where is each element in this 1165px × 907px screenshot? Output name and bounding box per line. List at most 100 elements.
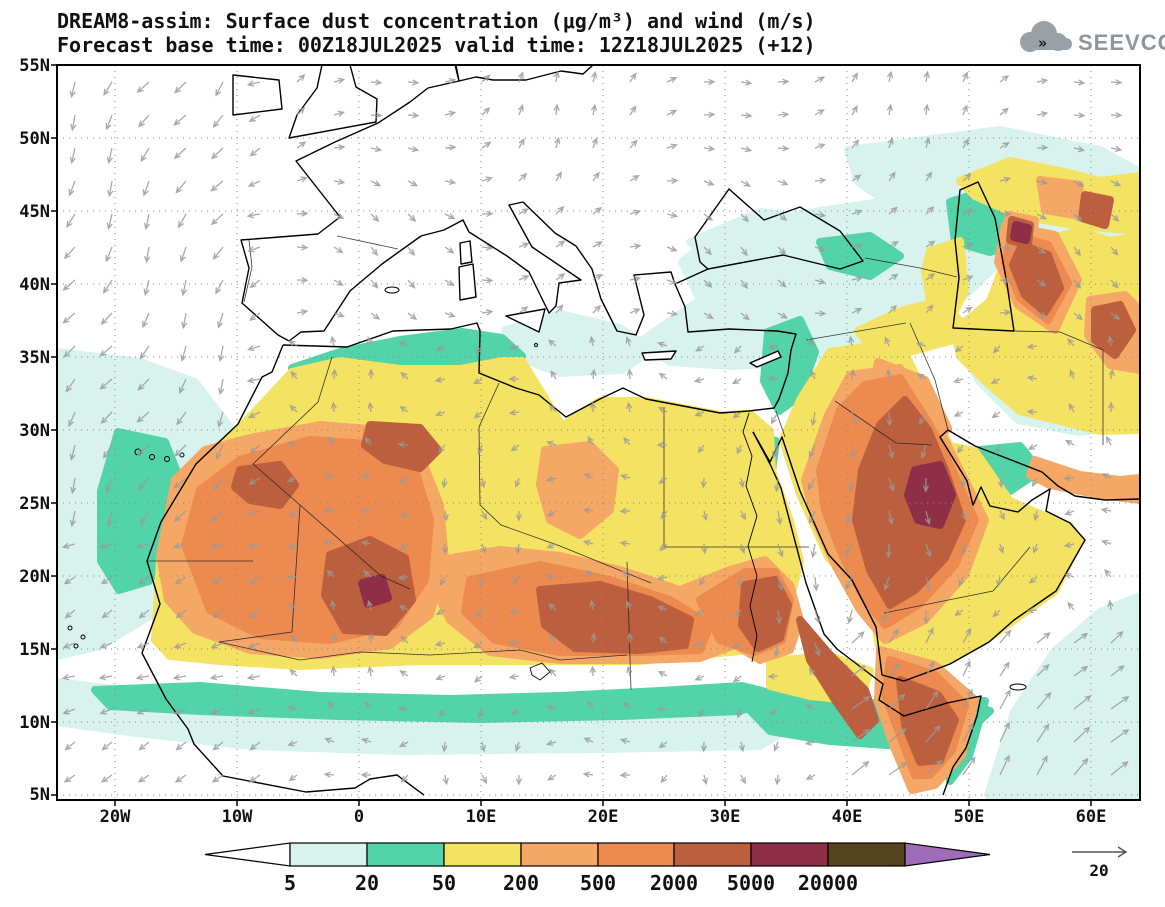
wind-arrow-field: [61, 70, 1130, 786]
dust-core: [231, 461, 299, 509]
colorbar-labels: 5 20 50 200 500 2000 5000 20000: [284, 871, 858, 895]
border-line: [626, 561, 632, 691]
island-sardinia: [458, 263, 477, 301]
dust-maximum: [358, 574, 392, 608]
lon-label: 10W: [222, 807, 253, 827]
logo-text: SEEVCCC: [1078, 30, 1165, 55]
border-line: [864, 257, 958, 278]
border-line: [218, 504, 301, 643]
border-line: [1013, 330, 1104, 351]
colorbar-swatch: [289, 842, 368, 867]
island-malta: [534, 343, 538, 347]
colorbar-swatch: [750, 842, 829, 867]
island-balearics: [384, 286, 400, 294]
lon-label: 50E: [954, 807, 985, 827]
border-line: [478, 382, 652, 584]
border-line: [805, 322, 907, 341]
coastline-red-sea-west-horn: [752, 431, 982, 796]
colorbar-label: 500: [580, 871, 616, 895]
coastline-red-sea-east: [752, 431, 883, 676]
graticule: [57, 65, 1140, 800]
coastline-britain: [288, 65, 378, 139]
lake-chad: [529, 662, 551, 681]
dust-core-caspian: [1009, 241, 1064, 316]
rivers: [529, 412, 758, 681]
lat-label: 25N: [19, 494, 50, 514]
border-line: [909, 322, 949, 431]
map-frame: [56, 64, 1141, 801]
colorbar-swatch: [443, 842, 522, 867]
cloud-icon: »: [1020, 21, 1072, 52]
chart-title-line1: DREAM8-assim: Surface dust concentration…: [57, 9, 816, 33]
axis-ticks: [51, 64, 1092, 806]
lat-label: 10N: [19, 713, 50, 733]
map-area: [57, 65, 1140, 800]
lon-label: 0: [354, 807, 364, 827]
island-crete: [641, 350, 677, 361]
colorbar-label: 5000: [727, 871, 775, 895]
coastline-iberia-nw-europe: [240, 65, 460, 342]
lat-label: 5N: [30, 785, 50, 805]
colorbar-label: 20: [355, 871, 379, 895]
country-borders: [147, 235, 1104, 691]
dust-core: [361, 421, 442, 472]
coastline-caspian-sea: [952, 181, 1015, 332]
lat-label: 20N: [19, 567, 50, 587]
border-line: [775, 410, 786, 438]
colorbar-label: 5: [284, 871, 296, 895]
wind-vectors: [61, 70, 1130, 786]
island-cyprus: [749, 350, 782, 368]
coastline-baltic: [454, 65, 594, 82]
island-socotra: [1009, 683, 1027, 691]
wind-reference-arrow: [1072, 846, 1128, 858]
dust-region: [1026, 456, 1140, 504]
wind-reference: 20: [1072, 846, 1128, 880]
colorbar-label: 2000: [650, 871, 698, 895]
border-line: [834, 400, 933, 446]
colorbar-swatch: [827, 842, 906, 867]
lat-label: 30N: [19, 421, 50, 441]
dust-core: [1091, 301, 1136, 359]
dust-region: [91, 682, 786, 723]
lon-label: 40E: [832, 807, 863, 827]
dust-core: [738, 576, 792, 652]
lat-axis: 55N 50N 45N 40N 35N 30N 25N 20N 15N 10N …: [19, 56, 50, 805]
border-line: [883, 546, 1031, 614]
lat-label: 45N: [19, 202, 50, 222]
coastline-north-africa-levant: [282, 268, 797, 418]
lon-label: 20W: [100, 807, 131, 827]
border-line: [336, 235, 399, 250]
lon-label: 60E: [1076, 807, 1107, 827]
lon-label: 10E: [466, 807, 497, 827]
colorbar: [204, 842, 991, 867]
nile-river: [742, 412, 758, 663]
dust-region: [984, 592, 1140, 799]
lon-label: 30E: [710, 807, 741, 827]
coastline-arabia-gulf: [881, 429, 1140, 682]
colorbar-label: 20000: [798, 871, 858, 895]
dust-maximum: [1010, 221, 1032, 244]
coastlines: [67, 65, 1140, 796]
dust-core-chad: [536, 581, 694, 654]
dust-core: [1078, 191, 1114, 229]
wind-reference-value: 20: [1089, 861, 1108, 880]
seevccc-logo: » SEEVCCC: [1020, 21, 1165, 55]
lat-label: 50N: [19, 129, 50, 149]
colorbar-over-arrow: [904, 842, 991, 867]
colorbar-swatch: [520, 842, 599, 867]
cloud-arrow-glyph: »: [1038, 34, 1047, 52]
lon-label: 20E: [588, 807, 619, 827]
islands-cape-verde: [67, 625, 86, 649]
coastline-black-sea: [694, 188, 864, 270]
colorbar-swatch: [673, 842, 752, 867]
lon-axis: 20W 10W 0 10E 20E 30E 40E 50E 60E: [100, 807, 1107, 827]
lat-label: 35N: [19, 348, 50, 368]
dust-maximum-arabia: [904, 461, 956, 529]
coastline-ireland: [232, 74, 283, 116]
lat-label: 40N: [19, 275, 50, 295]
border-line: [218, 641, 628, 661]
chart-title-line2: Forecast base time: 00Z18JUL2025 valid t…: [57, 33, 816, 57]
dust-region: [536, 441, 619, 539]
dust-region: [1036, 176, 1084, 219]
